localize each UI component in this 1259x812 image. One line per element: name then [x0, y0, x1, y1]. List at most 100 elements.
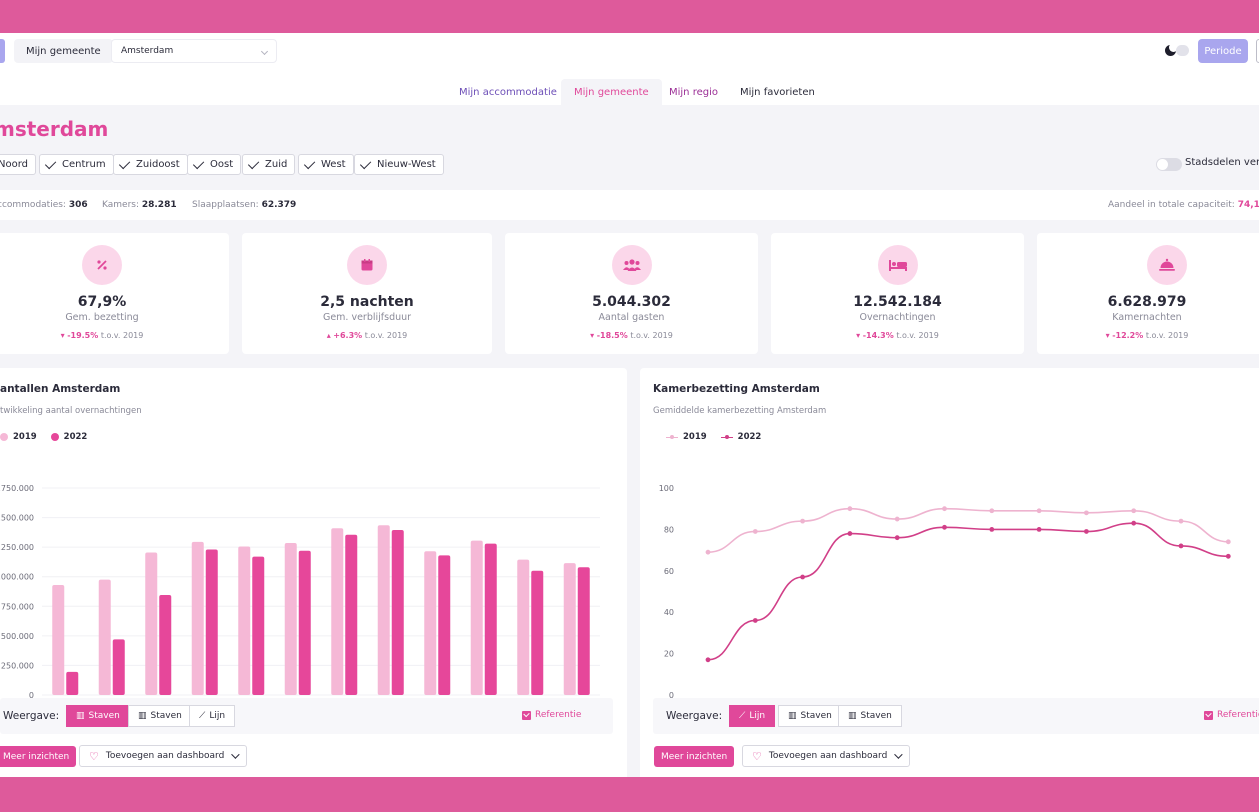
dark-mode-switch[interactable] [1176, 45, 1189, 56]
district-chip-nieuw-west[interactable]: Nieuw-West [354, 154, 444, 175]
toevoegen-dashboard-button[interactable]: ♡ Toevoegen aan dashboard [79, 745, 248, 767]
bar-2019 [238, 546, 251, 695]
point-2019 [1131, 508, 1137, 514]
point-2019 [752, 529, 758, 534]
district-label: Zuidoost [136, 159, 180, 170]
overnachtingen-panel: antallen Amsterdam twikkeling aantal ove… [0, 368, 627, 777]
page-title: msterdam [0, 117, 109, 141]
menu-button[interactable] [0, 39, 5, 63]
referentie-checkbox[interactable]: Referentie [1204, 710, 1259, 720]
legend-label: 2022 [737, 432, 762, 442]
bar-2022 [205, 549, 218, 695]
bar-2022 [252, 556, 265, 695]
legend-label: 2022 [63, 432, 88, 442]
point-2022 [989, 527, 995, 532]
view-option-label: Staven [88, 711, 120, 721]
kpi-change-ref: t.o.v. 2019 [630, 331, 673, 340]
tab-mijn-gemeente[interactable]: Mijn gemeente [561, 79, 662, 105]
district-label: Zuid [265, 159, 288, 170]
check-icon [359, 157, 372, 169]
view-option-lijn[interactable]: ⟋ Lijn [189, 705, 236, 727]
district-label: Noord [0, 159, 28, 170]
bar-2019 [517, 559, 530, 695]
point-2019 [1036, 508, 1042, 514]
district-chip-noord[interactable]: Noord [0, 154, 36, 175]
view-option-staven-grouped[interactable]: ▥ Staven [778, 705, 842, 727]
overnachtingen-bar-chart: 0 250.000 500.000 750.000 1.000.000 1.250.000… [0, 484, 600, 719]
municipality-select-value: Amsterdam [121, 46, 174, 56]
arrow-down-icon: ▾ [1105, 331, 1110, 340]
panel-title: antallen Amsterdam [0, 383, 121, 395]
bar-2019 [331, 528, 344, 695]
kpi-label: Overnachtingen [859, 312, 936, 323]
toevoegen-dashboard-button[interactable]: ♡ Toevoegen aan dashboard [742, 745, 911, 767]
view-option-staven-grouped[interactable]: ▥ Staven [66, 705, 130, 727]
calendar-icon [347, 245, 387, 285]
legend-item-2019[interactable]: 2019 [666, 432, 707, 442]
kamers-label: Kamers: [102, 200, 139, 210]
line-series-2019 [707, 507, 1229, 553]
chevron-down-icon [231, 750, 240, 759]
legend-item-2019[interactable]: 2019 [0, 432, 37, 442]
weergave-label: Weergave: [666, 710, 723, 722]
kpi-card-bezetting: 67,9% Gem. bezetting ▾ -19.5% t.o.v. 201… [0, 233, 229, 354]
tab-mijn-regio[interactable]: Mijn regio [669, 86, 718, 98]
view-option-label: Staven [150, 711, 182, 721]
heart-icon: ♡ [752, 749, 762, 763]
slaapplaatsen-value: 62.379 [261, 200, 297, 210]
line-series-2022 [707, 522, 1229, 661]
point-2019 [1084, 510, 1089, 516]
kpi-card-overnachtingen: 12.542.184 Overnachtingen ▾ -14.3% t.o.v… [771, 233, 1024, 354]
meer-inzichten-button[interactable]: Meer inzichten [654, 746, 735, 767]
kpi-label: Gem. bezetting [65, 312, 139, 323]
bar-2022 [577, 567, 590, 695]
accommodaties-label: ccommodaties: [0, 200, 66, 210]
tab-mijn-favorieten[interactable]: Mijn favorieten [740, 86, 815, 98]
municipality-select[interactable]: Amsterdam [111, 39, 277, 63]
y-tick-label: 100 [659, 484, 674, 493]
kpi-change-value: +6.3% [333, 331, 363, 340]
toevoegen-label: Toevoegen aan dashboard [768, 751, 888, 761]
panel-subtitle: Gemiddelde kamerbezetting Amsterdam [653, 406, 827, 416]
profile-button[interactable] [1256, 39, 1259, 63]
bed-icon [877, 245, 918, 285]
periode-button[interactable]: Periode [1198, 39, 1248, 63]
tab-mijn-accommodatie[interactable]: Mijn accommodatie [459, 86, 557, 98]
line-chart-icon: ⟋ [199, 711, 206, 721]
y-tick-label: 250.000 [1, 661, 34, 670]
chart-legend: 2019 2022 [666, 432, 761, 442]
point-2022 [1131, 520, 1137, 526]
point-2019 [989, 508, 995, 514]
kpi-change-value: -18.5% [596, 331, 628, 340]
legend-item-2022[interactable]: 2022 [720, 432, 762, 442]
bar-2022 [391, 529, 404, 695]
bar-2022 [531, 570, 544, 695]
arrow-up-icon: ▴ [326, 331, 331, 340]
weergave-label: Weergave: [3, 710, 60, 722]
checkbox-checked-icon [1204, 710, 1213, 720]
point-2019 [1225, 539, 1231, 545]
referentie-label: Referentie [535, 710, 582, 720]
bar-2019 [191, 541, 204, 695]
mijn-gemeente-pill[interactable]: Mijn gemeente [14, 39, 113, 63]
legend-swatch-dark [720, 433, 733, 441]
referentie-checkbox[interactable]: Referentie [522, 710, 581, 720]
district-chip-centrum[interactable]: Centrum [39, 154, 114, 175]
chevron-down-icon [894, 750, 903, 759]
view-option-lijn[interactable]: ⟋ Lijn [729, 705, 776, 727]
weergave-bar: Weergave: ▥ Staven ▥ Staven ⟋ Lijn Referent… [0, 698, 613, 734]
check-icon [303, 157, 316, 169]
district-chip-west[interactable]: West [298, 154, 354, 175]
district-chip-zuid[interactable]: Zuid [242, 154, 296, 175]
district-chip-zuidoost[interactable]: Zuidoost [113, 154, 188, 175]
legend-item-2022[interactable]: 2022 [50, 432, 88, 442]
view-option-staven-stacked[interactable]: ▥ Staven [838, 705, 902, 727]
legend-swatch [50, 433, 59, 441]
view-option-staven-stacked[interactable]: ▥ Staven [128, 705, 192, 727]
kpi-value: 2,5 nachten [320, 294, 414, 310]
meer-inzichten-button[interactable]: Meer inzichten [0, 746, 77, 767]
panel-subtitle: twikkeling aantal overnachtingen [0, 406, 142, 416]
stadsdelen-toggle[interactable] [1156, 158, 1182, 171]
district-chip-oost[interactable]: Oost [187, 154, 242, 175]
kpi-change: ▾ -18.5% t.o.v. 2019 [505, 331, 758, 340]
